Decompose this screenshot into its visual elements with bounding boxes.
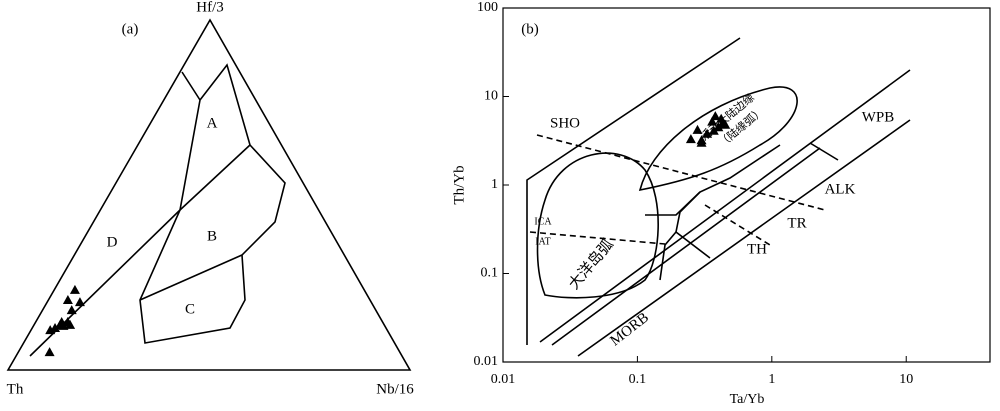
y-tick-label: 0.1 <box>481 266 499 281</box>
corner-label: Hf/3 <box>196 0 224 15</box>
discrimination-fields <box>502 7 991 363</box>
data-point <box>717 118 728 128</box>
corner-label: Nb/16 <box>376 381 414 397</box>
data-point <box>707 116 718 126</box>
panel-label: (b) <box>521 21 539 37</box>
y-axis-title: Th/Yb <box>451 165 467 204</box>
field-label: SHO <box>550 115 580 131</box>
data-point <box>66 305 77 315</box>
field-label: WPB <box>862 109 895 125</box>
x-tick-label: 0.1 <box>629 372 647 387</box>
field-label: C <box>185 301 195 317</box>
field-label: 大洋岛弧 <box>565 236 617 293</box>
field-label: TR <box>787 215 806 231</box>
panel-label: (a) <box>122 21 139 37</box>
field-label: B <box>207 228 217 244</box>
data-point <box>692 124 703 134</box>
ternary-frame <box>6 18 412 371</box>
data-point <box>708 125 719 135</box>
data-point <box>696 137 707 147</box>
field-label: IAT <box>535 236 551 247</box>
corner-label: Th <box>7 381 24 397</box>
field-label: A <box>207 115 218 131</box>
y-tick-label: 100 <box>477 0 498 15</box>
data-point <box>74 297 85 307</box>
y-tick-label: 10 <box>484 89 498 104</box>
data-point <box>58 320 69 330</box>
data-point <box>44 347 55 357</box>
field-label: TH <box>747 241 767 257</box>
x-tick-label: 0.01 <box>491 372 516 387</box>
field-label: D <box>107 234 118 250</box>
data-point <box>45 325 56 335</box>
y-tick-label: 1 <box>491 177 498 192</box>
x-axis-title: Ta/Yb <box>730 392 765 407</box>
y-tick-label: 0.01 <box>474 354 499 369</box>
data-point <box>685 134 696 144</box>
data-point <box>65 319 76 329</box>
data-point <box>62 295 73 304</box>
data-point <box>69 284 80 294</box>
x-tick-label: 10 <box>899 372 913 387</box>
data-point <box>710 111 721 121</box>
field-label: ALK <box>825 181 856 197</box>
x-tick-label: 1 <box>768 372 775 387</box>
data-point <box>702 128 713 138</box>
field-label: ICA <box>534 216 552 227</box>
